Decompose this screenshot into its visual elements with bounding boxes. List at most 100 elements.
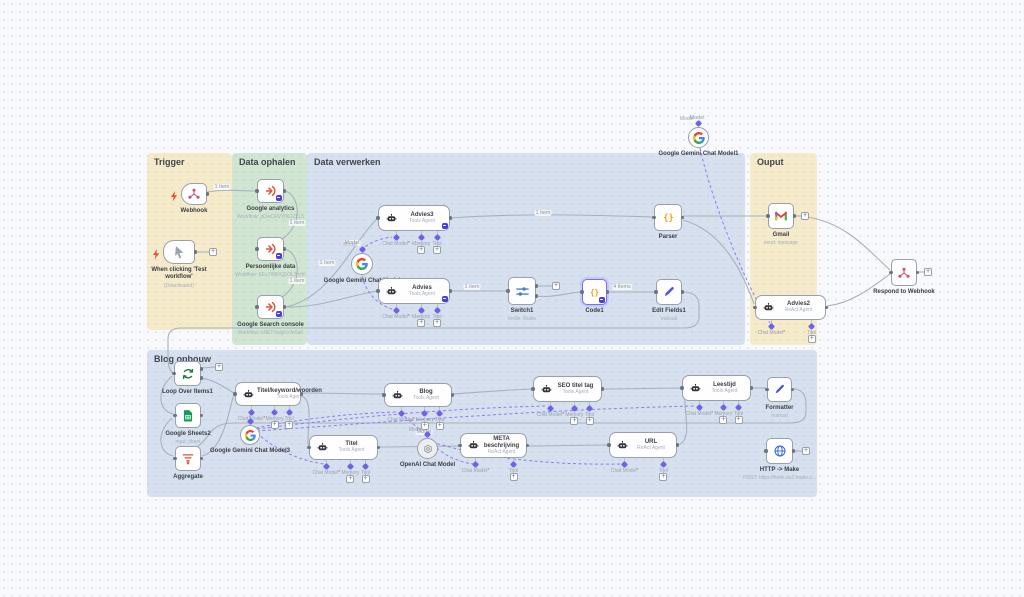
- output-port[interactable]: [193, 250, 197, 254]
- input-port[interactable]: [233, 392, 237, 396]
- add-node-button[interactable]: +: [802, 447, 810, 455]
- input-port[interactable]: [654, 290, 658, 294]
- input-port[interactable]: [765, 387, 769, 392]
- add-node-button[interactable]: +: [420, 422, 429, 430]
- input-port[interactable]: [255, 247, 259, 251]
- output-port[interactable]: [205, 192, 209, 196]
- node-google-analytics[interactable]: [257, 179, 284, 203]
- node-test-workflow[interactable]: [163, 240, 195, 264]
- input-port[interactable]: [531, 387, 535, 391]
- add-node-button[interactable]: +: [215, 363, 223, 371]
- input-port[interactable]: [382, 393, 386, 397]
- add-node-button[interactable]: +: [719, 416, 728, 424]
- input-port[interactable]: [764, 449, 768, 453]
- add-node-button[interactable]: +: [433, 246, 442, 254]
- input-port[interactable]: [607, 443, 611, 447]
- node-gemini-chat-model3[interactable]: [240, 425, 260, 445]
- node-advies2[interactable]: Advies2 ReAct Agent: [755, 295, 826, 320]
- add-node-button[interactable]: +: [801, 212, 809, 220]
- node-code1[interactable]: {}: [582, 279, 607, 305]
- add-node-button[interactable]: +: [361, 475, 370, 483]
- input-port[interactable]: [172, 371, 176, 376]
- output-port[interactable]: [448, 289, 452, 293]
- input-port[interactable]: [458, 443, 462, 448]
- add-node-button[interactable]: +: [417, 246, 426, 254]
- node-blog[interactable]: Blog Tools Agent: [384, 383, 452, 407]
- node-gemini-chat-model[interactable]: [351, 253, 373, 275]
- output-port[interactable]: [749, 386, 753, 390]
- output-port[interactable]: [680, 215, 684, 220]
- node-switch1[interactable]: [508, 277, 536, 305]
- output-port[interactable]: [199, 456, 203, 461]
- output-port[interactable]: [199, 376, 203, 380]
- output-port[interactable]: [824, 305, 828, 310]
- output-port[interactable]: [450, 393, 454, 397]
- node-gemini-chat-model1[interactable]: [688, 127, 709, 148]
- node-leestijd[interactable]: Leestijd Tools Agent: [682, 375, 751, 401]
- input-port[interactable]: [173, 413, 177, 418]
- input-port[interactable]: [766, 214, 770, 218]
- add-node-button[interactable]: +: [807, 335, 816, 343]
- add-node-button[interactable]: +: [417, 319, 426, 327]
- node-google-search-console[interactable]: [257, 295, 284, 319]
- node-edit-fields1[interactable]: [656, 279, 682, 305]
- output-port[interactable]: [376, 445, 380, 450]
- add-node-button[interactable]: +: [924, 268, 932, 276]
- node-titel[interactable]: Titel Tools Agent: [309, 435, 378, 460]
- node-formatter[interactable]: [767, 377, 792, 402]
- add-node-button[interactable]: +: [734, 416, 743, 424]
- output-port[interactable]: [282, 247, 286, 251]
- output-port[interactable]: [199, 413, 203, 418]
- input-port[interactable]: [376, 289, 380, 293]
- output-port[interactable]: [199, 367, 203, 371]
- input-port[interactable]: [255, 189, 259, 193]
- node-gmail[interactable]: [768, 203, 794, 229]
- output-port[interactable]: [282, 189, 286, 193]
- node-openai-chat-model[interactable]: [417, 438, 438, 459]
- output-port[interactable]: [534, 294, 538, 298]
- output-port[interactable]: [448, 216, 452, 220]
- input-port[interactable]: [307, 445, 311, 450]
- output-port[interactable]: [790, 387, 794, 392]
- output-port[interactable]: [534, 284, 538, 288]
- node-titel-keyword-woorden[interactable]: Titel/keyword/woorden Tools Agent: [235, 382, 322, 406]
- node-google-sheets2[interactable]: [175, 403, 201, 428]
- node-seo-titel-tag[interactable]: SEO titel tag Tools Agent: [533, 376, 602, 402]
- node-http-make[interactable]: [766, 438, 793, 464]
- input-port[interactable]: [506, 289, 510, 293]
- output-port[interactable]: [282, 305, 286, 309]
- node-respond-webhook[interactable]: [891, 259, 917, 286]
- node-aggregate[interactable]: [175, 446, 201, 471]
- input-port[interactable]: [680, 386, 684, 390]
- node-meta-beschrijving[interactable]: META beschrijving ReAct Agent: [460, 433, 527, 458]
- add-node-button[interactable]: +: [509, 473, 518, 481]
- add-node-button[interactable]: +: [552, 282, 560, 290]
- node-advies3[interactable]: Advies3 Tools Agent: [378, 205, 450, 231]
- input-port[interactable]: [255, 305, 259, 309]
- add-node-button[interactable]: +: [346, 475, 355, 483]
- add-node-button[interactable]: +: [585, 417, 594, 425]
- node-loop-over-items1[interactable]: [174, 361, 201, 386]
- output-port[interactable]: [299, 392, 303, 396]
- input-port[interactable]: [376, 216, 380, 220]
- output-port[interactable]: [600, 387, 604, 391]
- output-port[interactable]: [680, 290, 684, 294]
- node-parser[interactable]: {}: [654, 204, 682, 231]
- output-port[interactable]: [605, 290, 609, 294]
- output-port[interactable]: [792, 214, 796, 218]
- input-port[interactable]: [652, 215, 656, 220]
- add-node-button[interactable]: +: [270, 421, 279, 429]
- node-persoonlijke-data[interactable]: [257, 237, 284, 261]
- add-node-button[interactable]: +: [659, 473, 668, 481]
- node-url[interactable]: URL ReAct Agent: [609, 432, 677, 458]
- add-node-button[interactable]: +: [285, 421, 294, 429]
- output-port[interactable]: [915, 270, 919, 275]
- output-port[interactable]: [525, 443, 529, 448]
- add-node-button[interactable]: +: [570, 417, 579, 425]
- add-node-button[interactable]: +: [433, 319, 442, 327]
- node-advies[interactable]: Advies Tools Agent: [378, 278, 450, 304]
- add-node-button[interactable]: +: [435, 422, 444, 430]
- input-port[interactable]: [580, 290, 584, 294]
- input-port[interactable]: [889, 270, 893, 275]
